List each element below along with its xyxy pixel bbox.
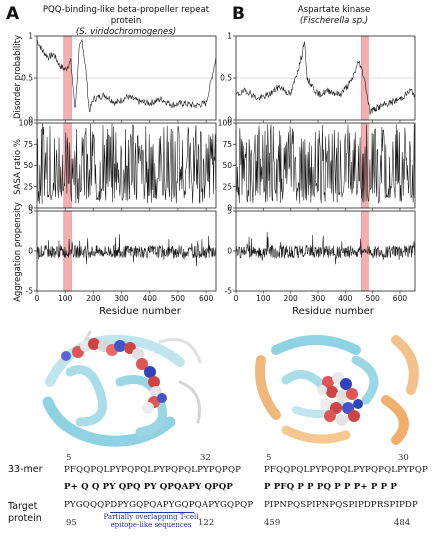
panel-a-row3-ytick-label-1: 0 — [28, 247, 33, 256]
panel-b-xlabel: Residue number — [292, 306, 374, 317]
seq-a-annotation-line2: epitope-like sequences — [110, 521, 192, 529]
panel-b-row1-ytick-label-1: 0.5 — [220, 74, 232, 83]
panel-b-row2-ytick-label-4: 100 — [218, 119, 233, 128]
seq-b-mer-start: 5 — [266, 453, 272, 463]
seq-b-33mer: PFQQPQLPYPQPQLPYPQPQLPYPQP — [264, 465, 428, 475]
panel-b-row2-ytick-label-3: 75 — [222, 140, 232, 149]
panel-a-xlabel: Residue number — [99, 306, 181, 317]
seq-a-33mer: PFQQPQLPYPQPQLPYPQPQLPYPQPQP — [64, 465, 242, 475]
panel-b-row3-highlight-band — [361, 210, 369, 292]
panel-b-row3-ytick-label-1: 0 — [227, 247, 232, 256]
panel-a-row3-xtick-label-0: 0 — [35, 294, 40, 303]
panel-a-row2-ytick-label-1: 25 — [23, 182, 33, 191]
panel-a-row3-xtick-label-5: 500 — [171, 294, 186, 303]
panel-b-row3-xtick-label-4: 400 — [338, 294, 353, 303]
structure-b-peptide — [317, 372, 363, 426]
panel-a-row2-ytick-label-4: 100 — [19, 119, 34, 128]
panel-a-row2-ytick-label-2: 50 — [23, 161, 33, 170]
seq-b-mer-end: 30 — [398, 453, 409, 463]
panel-a-row1-ytick-label-1: 0.5 — [21, 74, 33, 83]
panel-b-row3-xtick-label-1: 100 — [256, 294, 271, 303]
seq-a-annotation-line — [110, 512, 194, 513]
panel-b-species: (Fischerella sp.) — [299, 16, 369, 26]
panel-a-row2-ytick-label-3: 75 — [23, 140, 33, 149]
seq-a-target: PYGQQQPDPYGQPQAPYGQPQAPYGQPQP — [64, 500, 254, 510]
panel-a-row3-xtick-label-4: 400 — [143, 294, 158, 303]
row-label-protein: protein — [8, 513, 42, 524]
panel-a-letter: A — [6, 4, 20, 24]
panel-b-row3-xtick-label-0: 0 — [234, 294, 239, 303]
panel-b-row1-series-line — [235, 41, 415, 116]
panel-b-row2-series-line — [235, 124, 415, 204]
seq-a-mer-end: 32 — [200, 453, 211, 463]
seq-a-mer-start: 5 — [66, 453, 72, 463]
panel-a-species: (S. viridochromogenes) — [75, 27, 177, 37]
panel-b-row3-xtick-label-5: 500 — [365, 294, 380, 303]
panel-b-row3-ytick-label-0: -5 — [225, 287, 233, 296]
structure-b-ribbons — [255, 335, 419, 445]
panel-b-row3-xtick-label-3: 300 — [311, 294, 326, 303]
panel-a-row3-ytick-label-0: -5 — [26, 287, 34, 296]
panel-a-title: PQQ-binding-like beta-propeller repeat p… — [34, 5, 218, 38]
panel-a-row2-ytick-label-0: 0 — [28, 204, 33, 213]
panel-a-row3-xtick-label-1: 100 — [58, 294, 73, 303]
panel-b-protein-name: Aspartate kinase — [297, 5, 371, 15]
seq-a-annotation-line1: Partially overlapping T-cell — [103, 513, 199, 521]
seq-a-annotation: Partially overlapping T-cell epitope-lik… — [86, 513, 216, 529]
structure-b-image — [255, 335, 419, 445]
panel-b-row2-ytick-label-2: 50 — [222, 161, 232, 170]
panel-a-row3-ytick-label-2: 5 — [28, 207, 33, 216]
panel-a-row3-xtick-label-6: 600 — [199, 294, 214, 303]
panel-b-row3-xtick-label-6: 600 — [393, 294, 408, 303]
panel-b-letter: B — [232, 4, 245, 24]
seq-b-target: PIPNPQSPIPNPQSPIPDPRSPIPDP — [264, 500, 418, 510]
seq-b-target-start: 459 — [264, 518, 281, 528]
seq-b-target-end: 484 — [394, 518, 411, 528]
seq-a-match: P+ Q Q PY QPQ PY QPQAPY QPQP — [64, 482, 234, 492]
panel-a-row3-xtick-label-2: 200 — [86, 294, 101, 303]
row-label-target: Target — [8, 501, 38, 512]
seq-a-target-end: 122 — [198, 518, 215, 528]
panel-b-row1-ytick-label-0: 0 — [227, 116, 232, 125]
panel-b-row3-ytick-label-2: 5 — [227, 207, 232, 216]
seq-a-target-start: 95 — [66, 518, 77, 528]
panel-a-row1-series-line — [36, 38, 216, 113]
panel-a-row2-series-line — [36, 123, 216, 204]
structure-a-peptide — [61, 338, 167, 414]
panel-b-row3-xtick-label-2: 200 — [283, 294, 298, 303]
panel-a-row3-series-line — [36, 234, 217, 267]
row-label-33mer: 33-mer — [8, 464, 43, 475]
panel-a-row3-xtick-label-3: 300 — [114, 294, 129, 303]
panel-b-row2-ytick-label-1: 25 — [222, 182, 232, 191]
panel-b-row3-series-line — [235, 231, 415, 265]
structure-a-image — [42, 330, 202, 447]
panel-a-protein-name: PQQ-binding-like beta-propeller repeat p… — [42, 5, 210, 26]
seq-b-match: P PFQ P P PQ P P P+ P P P — [264, 482, 398, 492]
panel-b-row2-ytick-label-0: 0 — [227, 204, 232, 213]
panel-a-row1-ytick-label-0: 0 — [28, 116, 33, 125]
panel-b-title: Aspartate kinase (Fischerella sp.) — [236, 5, 432, 27]
panel-b-row1-ytick-label-2: 1 — [227, 32, 232, 41]
panel-a-row1-ytick-label-2: 1 — [28, 32, 33, 41]
